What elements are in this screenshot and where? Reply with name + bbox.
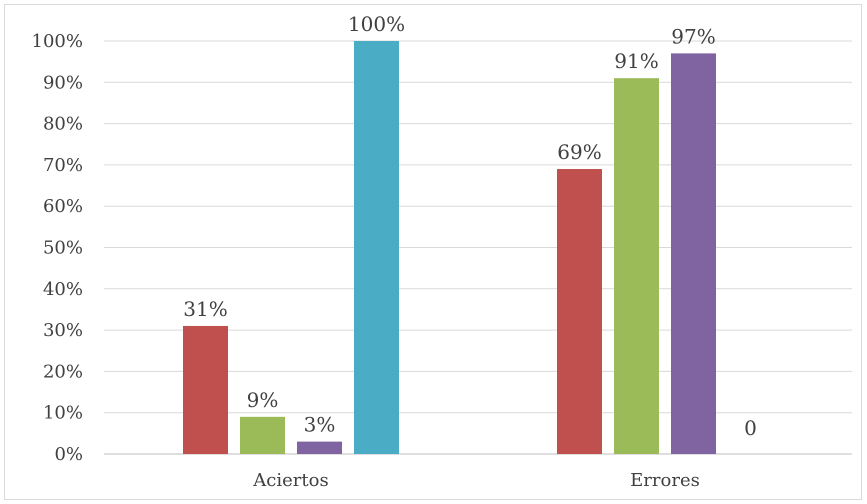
y-tick-label: 70%	[43, 155, 83, 176]
data-label: 3%	[304, 413, 336, 437]
bar	[183, 325, 228, 454]
bar	[614, 78, 659, 455]
data-label: 69%	[557, 140, 601, 164]
y-tick-label: 30%	[43, 320, 83, 341]
bar	[557, 169, 602, 454]
y-tick-label: 0%	[54, 444, 83, 465]
y-tick-label: 20%	[43, 361, 83, 382]
data-labels: 31% 9% 3% 100% 69% 91% 97% 0	[183, 12, 757, 440]
data-label: 31%	[183, 297, 227, 321]
bar	[297, 441, 342, 454]
data-label: 9%	[247, 388, 279, 412]
data-label: 91%	[614, 49, 658, 73]
bar	[671, 53, 716, 454]
y-tick-label: 50%	[43, 238, 83, 259]
bar-chart: 0%10%20%30%40%50%60%70%80%90%100% 31%9%3…	[32, 12, 852, 491]
y-tick-label: 80%	[43, 114, 83, 135]
data-label: 0	[744, 416, 757, 440]
y-tick-label: 10%	[43, 403, 83, 424]
category-label: Aciertos	[252, 470, 328, 491]
y-tick-label: 90%	[43, 72, 83, 93]
category-label: Errores	[630, 470, 700, 491]
y-tick-label: 60%	[43, 196, 83, 217]
y-tick-label: 100%	[32, 31, 83, 52]
bars	[183, 41, 716, 455]
bar	[354, 41, 399, 454]
data-label: 97%	[671, 24, 715, 48]
gridlines	[104, 40, 852, 455]
y-axis-tick-labels: 0% 10% 20% 30% 40% 50% 60% 70% 80% 90% 100%	[32, 31, 83, 465]
y-tick-label: 40%	[43, 279, 83, 300]
bar	[240, 416, 285, 454]
data-label: 100%	[348, 12, 405, 36]
chart-frame: 0% 10% 20% 30% 40% 50% 60% 70% 80% 90% 100% 31% 9% 3…	[4, 4, 862, 500]
x-axis-category-labels: Aciertos Errores	[252, 470, 700, 491]
